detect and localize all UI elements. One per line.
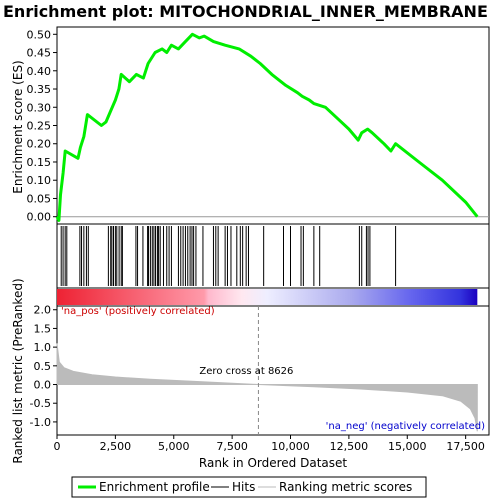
hits-panel bbox=[57, 224, 489, 288]
heatmap-gradient bbox=[57, 289, 477, 305]
es-y-tick-label: 0.45 bbox=[27, 47, 52, 60]
legend-hits-label: Hits bbox=[232, 480, 255, 494]
legend-metric-label: Ranking metric scores bbox=[279, 480, 412, 494]
x-axis-label: Rank in Ordered Dataset bbox=[199, 456, 347, 470]
x-tick-label: 15,000 bbox=[388, 440, 427, 453]
es-y-tick-label: 0.10 bbox=[27, 174, 52, 187]
metric-y-tick-label: 0.5 bbox=[34, 360, 52, 373]
metric-y-tick-label: 0.0 bbox=[34, 379, 52, 392]
metric-y-tick-label: 1.5 bbox=[34, 322, 52, 335]
zero-cross-label: Zero cross at 8626 bbox=[199, 366, 293, 377]
es-y-ticks: 0.00 0.05 0.10 0.15 0.20 0.25 0.30 0.35 0.40 0.45… bbox=[27, 28, 58, 223]
metric-y-axis-label: Ranked list metric (PreRanked) bbox=[11, 278, 25, 463]
x-tick-label: 7,500 bbox=[216, 440, 248, 453]
es-y-tick-label: 0.40 bbox=[27, 65, 52, 78]
heatmap-band bbox=[57, 288, 489, 306]
x-tick-label: 12,500 bbox=[330, 440, 369, 453]
metric-panel: -1.0 -0.5 0.0 0.5 1.0 1.5 2.0 Zero cross at 86… bbox=[11, 278, 489, 463]
es-y-tick-label: 0.25 bbox=[27, 120, 52, 133]
metric-y-tick-label: 1.0 bbox=[34, 341, 52, 354]
es-y-tick-label: 0.15 bbox=[27, 156, 52, 169]
x-tick-label: 2,500 bbox=[100, 440, 132, 453]
es-panel-frame bbox=[57, 27, 489, 224]
metric-y-tick-label: -1.0 bbox=[30, 416, 51, 429]
x-axis-ticks: 0 2,500 5,000 7,500 10,000 12,500 15,000 17,500 bbox=[54, 435, 485, 453]
es-y-tick-label: 0.00 bbox=[27, 211, 52, 224]
es-y-tick-label: 0.05 bbox=[27, 192, 52, 205]
x-tick-label: 17,500 bbox=[446, 440, 485, 453]
legend-es-label: Enrichment profile bbox=[99, 480, 210, 494]
hits-panel-frame bbox=[57, 224, 489, 288]
es-y-tick-label: 0.30 bbox=[27, 101, 52, 114]
pos-correlated-label: 'na_pos' (positively correlated) bbox=[61, 306, 215, 317]
legend: Enrichment profile Hits Ranking metric s… bbox=[72, 477, 426, 497]
metric-y-ticks: -1.0 -0.5 0.0 0.5 1.0 1.5 2.0 bbox=[30, 304, 57, 429]
es-panel: 0.00 0.05 0.10 0.15 0.20 0.25 0.30 0.35 0.40 0.45… bbox=[11, 27, 489, 224]
metric-y-tick-label: -0.5 bbox=[30, 397, 51, 410]
es-y-tick-label: 0.20 bbox=[27, 138, 52, 151]
x-tick-label: 10,000 bbox=[271, 440, 310, 453]
neg-correlated-label: 'na_neg' (negatively correlated) bbox=[326, 421, 485, 432]
x-tick-label: 5,000 bbox=[158, 440, 190, 453]
es-y-axis-label: Enrichment score (ES) bbox=[11, 60, 25, 193]
metric-y-tick-label: 2.0 bbox=[34, 304, 52, 317]
chart-title: Enrichment plot: MITOCHONDRIAL_INNER_MEM… bbox=[3, 2, 488, 21]
x-tick-label: 0 bbox=[54, 440, 61, 453]
es-y-tick-label: 0.50 bbox=[27, 28, 52, 41]
es-y-tick-label: 0.35 bbox=[27, 83, 52, 96]
